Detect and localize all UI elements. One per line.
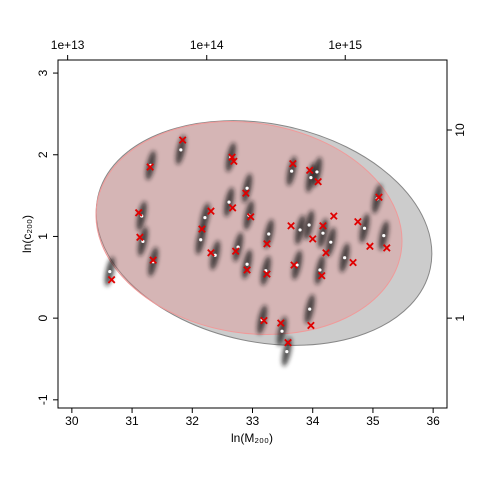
true-cross [354, 217, 362, 226]
estimate-dot [213, 253, 217, 257]
estimate-dot [382, 234, 386, 238]
estimate-dot [343, 256, 347, 260]
estimate-dot [290, 169, 294, 173]
estimate-dot [199, 238, 203, 242]
estimate-dot [267, 232, 271, 236]
estimate-dot [318, 268, 322, 272]
estimate-dot [362, 226, 367, 230]
true-cross [246, 213, 255, 221]
true-cross [134, 208, 143, 217]
true-cross [317, 271, 326, 280]
true-cross [149, 256, 157, 264]
true-cross [284, 338, 292, 347]
true-cross [366, 242, 374, 251]
red-ellipse [95, 121, 403, 335]
true-cross [319, 221, 327, 230]
x2-tick-label: 1e+15 [328, 38, 362, 52]
estimate-dot [245, 262, 249, 266]
estimate-dot [329, 240, 333, 244]
y-tick-label: 0 [36, 314, 50, 321]
estimate-dot [108, 269, 112, 274]
estimate-dot [245, 186, 249, 190]
true-cross [229, 157, 238, 166]
ellipses [95, 120, 433, 367]
x-tick-label: 31 [125, 414, 139, 428]
estimate-dot [315, 170, 319, 174]
true-cross [314, 177, 322, 186]
estimate-dot [179, 148, 183, 152]
x2-tick-label: 1e+13 [51, 38, 85, 52]
x-tick-label: 34 [306, 414, 320, 428]
true-cross [322, 248, 330, 257]
x-axis-label: ln(M₂₀₀) [231, 431, 273, 445]
true-cross [382, 244, 391, 252]
true-cross [349, 258, 357, 267]
estimate-dot [321, 231, 325, 235]
x-tick-label: 30 [65, 414, 79, 428]
y-tick-label: -1 [36, 394, 50, 405]
y2-tick-label: 10 [453, 123, 467, 137]
true-cross [307, 321, 315, 330]
true-cross [107, 275, 116, 284]
y-tick-label: 3 [36, 69, 50, 76]
true-cross [263, 270, 271, 278]
estimate-dot [227, 200, 231, 204]
true-cross [260, 316, 268, 325]
true-cross [207, 207, 215, 215]
estimate-dot [280, 329, 284, 333]
estimate-dot [236, 245, 240, 249]
true-cross [198, 225, 206, 233]
x-tick-label: 36 [426, 414, 440, 428]
true-cross [329, 212, 338, 220]
true-cross [178, 136, 187, 144]
true-cross [263, 239, 271, 248]
x-tick-label: 33 [246, 414, 260, 428]
true-cross [276, 319, 285, 327]
true-cross [308, 235, 317, 243]
estimate-dot [203, 216, 207, 220]
true-cross [290, 261, 298, 269]
estimate-dot [308, 307, 312, 311]
y2-tick-label: 1 [453, 314, 467, 321]
estimate-dot [307, 223, 311, 227]
estimate-dot [309, 176, 313, 180]
true-cross [207, 248, 215, 257]
estimate-dot [298, 228, 302, 232]
true-cross [231, 247, 240, 255]
y-tick-label: 2 [36, 151, 50, 158]
true-cross [242, 189, 250, 197]
true-cross [146, 163, 154, 171]
true-cross [228, 204, 237, 212]
x-tick-label: 35 [366, 414, 380, 428]
y-axis-label: ln(c₂₀₀) [20, 215, 34, 253]
true-cross [305, 166, 314, 175]
estimate-dot [295, 263, 299, 267]
estimate-dot [285, 350, 289, 354]
true-cross [375, 193, 383, 202]
true-cross [243, 266, 251, 274]
y-tick-label: 1 [36, 233, 50, 240]
true-cross [228, 153, 236, 162]
true-cross [136, 233, 144, 242]
x2-tick-label: 1e+14 [190, 38, 224, 52]
x-tick-label: 32 [186, 414, 200, 428]
true-cross [289, 159, 297, 168]
true-cross [287, 221, 295, 230]
